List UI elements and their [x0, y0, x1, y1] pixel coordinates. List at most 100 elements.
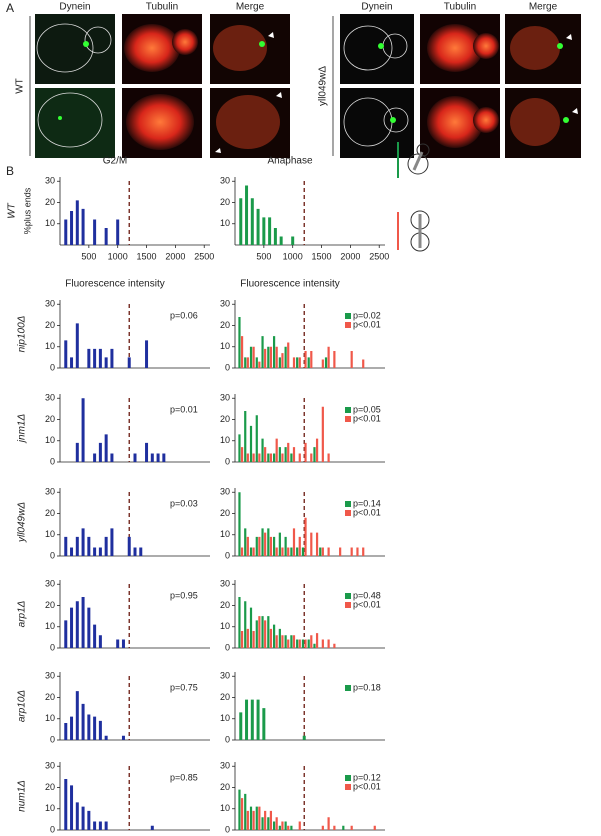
- bar: [350, 547, 353, 556]
- bar: [104, 228, 108, 245]
- bar: [255, 806, 258, 830]
- legend-label: p<0.01: [353, 507, 381, 517]
- legend-label: p=0.48: [353, 590, 381, 600]
- legend-swatch: [345, 593, 351, 599]
- bar: [238, 597, 241, 648]
- row-label: nip100Δ: [17, 315, 28, 352]
- p-value: p=0.01: [170, 404, 198, 414]
- bar: [342, 825, 345, 830]
- bar: [272, 624, 276, 648]
- bar: [278, 447, 281, 462]
- bar: [258, 536, 261, 556]
- bar: [284, 821, 287, 830]
- legend-swatch: [345, 416, 351, 422]
- p-value: p=0.95: [170, 590, 198, 600]
- column-label: Merge: [529, 2, 558, 13]
- y-tick-label: 10: [220, 218, 230, 228]
- y-tick-label: 0: [50, 362, 55, 372]
- bar: [258, 806, 261, 830]
- bar: [272, 453, 276, 462]
- bar: [98, 821, 102, 830]
- bar: [298, 639, 301, 648]
- bar: [244, 601, 247, 648]
- legend-label: p=0.14: [353, 498, 381, 508]
- bar: [250, 699, 254, 740]
- bar: [75, 802, 79, 830]
- column-label: Merge: [236, 2, 265, 13]
- bar: [104, 434, 108, 462]
- p-value: p=0.75: [170, 682, 198, 692]
- x-tick-label: 500: [81, 251, 96, 261]
- y-tick-label: 0: [50, 456, 55, 466]
- bar: [267, 528, 270, 556]
- bar: [70, 357, 74, 368]
- y-tick-label: 20: [220, 508, 230, 518]
- y-tick-label: 20: [220, 692, 230, 702]
- bar: [287, 639, 290, 648]
- bar: [269, 536, 273, 556]
- bar: [373, 825, 376, 830]
- y-tick-label: 0: [50, 642, 55, 652]
- bar: [239, 712, 243, 740]
- bar: [240, 631, 244, 648]
- y-tick-label: 10: [45, 529, 55, 539]
- y-tick-label: 30: [45, 393, 55, 403]
- bar: [98, 720, 102, 740]
- bar: [256, 208, 260, 245]
- bar: [110, 453, 114, 462]
- bar: [246, 810, 249, 830]
- legend-swatch: [345, 685, 351, 691]
- bar: [104, 357, 108, 368]
- legend-label: p=0.02: [353, 310, 381, 320]
- bar: [258, 361, 261, 368]
- x-tick-label: 2500: [194, 251, 214, 261]
- bar: [287, 547, 290, 556]
- bar: [93, 453, 97, 462]
- bar: [246, 628, 249, 648]
- y-tick-label: 30: [45, 761, 55, 771]
- bar: [238, 317, 241, 368]
- bar: [292, 447, 296, 462]
- y-tick-label: 30: [220, 487, 230, 497]
- x-tick-label: 1000: [108, 251, 128, 261]
- y-tick-label: 20: [45, 414, 55, 424]
- strain-label: yll049wΔ: [318, 66, 329, 106]
- row-label: num1Δ: [17, 780, 28, 812]
- bar: [287, 825, 290, 830]
- y-tick-label: 20: [220, 320, 230, 330]
- y-tick-label: 10: [220, 621, 230, 631]
- y-tick-label: 20: [45, 692, 55, 702]
- bar: [298, 821, 301, 830]
- bar: [98, 442, 102, 462]
- bar: [116, 639, 120, 648]
- strain-label: WT: [15, 78, 26, 94]
- bar: [356, 547, 359, 556]
- y-tick-label: 10: [220, 341, 230, 351]
- bar: [70, 607, 74, 648]
- y-tick-label: 30: [220, 761, 230, 771]
- p-value: p=0.03: [170, 498, 198, 508]
- bar: [269, 453, 273, 462]
- bar: [324, 357, 328, 368]
- legend-swatch: [345, 407, 351, 413]
- bar: [255, 620, 258, 648]
- legend-swatch: [345, 602, 351, 608]
- legend-label: p<0.01: [353, 599, 381, 609]
- bar: [273, 228, 277, 245]
- bar: [104, 536, 108, 556]
- bar: [258, 453, 261, 462]
- bar: [258, 616, 261, 648]
- y-tick-label: 30: [220, 393, 230, 403]
- bar: [246, 453, 249, 462]
- bar: [267, 616, 270, 648]
- bar: [350, 825, 353, 830]
- bar: [279, 236, 283, 245]
- y-tick-label: 30: [45, 579, 55, 589]
- bar: [284, 447, 287, 462]
- bar: [252, 453, 255, 462]
- bar: [304, 639, 307, 648]
- bar: [310, 532, 313, 556]
- legend-swatch: [345, 784, 351, 790]
- bar: [256, 699, 260, 740]
- y-tick-label: 20: [45, 320, 55, 330]
